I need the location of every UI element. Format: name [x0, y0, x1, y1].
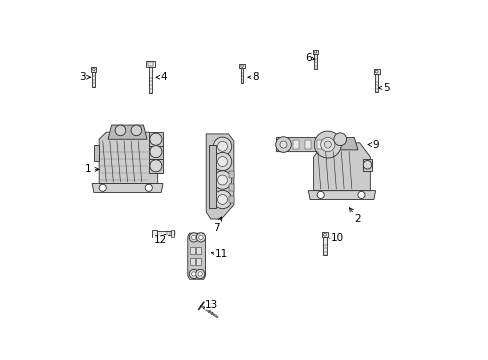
Text: 2: 2	[349, 208, 361, 224]
Circle shape	[149, 145, 162, 158]
Circle shape	[92, 68, 95, 71]
Circle shape	[279, 141, 286, 148]
Polygon shape	[187, 233, 205, 279]
Text: 5: 5	[378, 83, 389, 93]
Circle shape	[191, 235, 196, 239]
Circle shape	[189, 269, 198, 279]
Circle shape	[131, 125, 142, 136]
Polygon shape	[374, 74, 378, 92]
Text: 3: 3	[79, 72, 90, 82]
Polygon shape	[108, 125, 147, 139]
Circle shape	[198, 272, 202, 276]
Circle shape	[217, 141, 227, 151]
Circle shape	[149, 133, 162, 145]
Polygon shape	[312, 50, 317, 54]
Circle shape	[323, 233, 325, 236]
Polygon shape	[92, 72, 95, 87]
Polygon shape	[313, 54, 316, 69]
Circle shape	[217, 175, 227, 185]
Circle shape	[217, 157, 227, 167]
Text: 7: 7	[212, 217, 221, 233]
Circle shape	[363, 161, 371, 169]
Circle shape	[333, 133, 346, 145]
Polygon shape	[196, 247, 201, 255]
Circle shape	[191, 272, 196, 276]
Circle shape	[240, 65, 243, 67]
Polygon shape	[189, 247, 195, 255]
Polygon shape	[148, 145, 163, 159]
Circle shape	[213, 171, 231, 189]
Polygon shape	[292, 140, 298, 149]
Text: 12: 12	[154, 234, 167, 245]
Circle shape	[275, 137, 291, 152]
Text: 11: 11	[211, 249, 227, 260]
Polygon shape	[148, 132, 163, 146]
Polygon shape	[323, 237, 326, 255]
Polygon shape	[152, 230, 156, 237]
Polygon shape	[239, 64, 244, 68]
Polygon shape	[228, 184, 233, 191]
Circle shape	[217, 194, 227, 204]
Polygon shape	[325, 138, 357, 150]
Polygon shape	[305, 140, 310, 149]
Circle shape	[313, 51, 316, 53]
Polygon shape	[189, 258, 195, 265]
Text: 13: 13	[205, 300, 218, 310]
Circle shape	[213, 152, 231, 171]
Text: 9: 9	[367, 140, 378, 149]
Circle shape	[213, 190, 231, 209]
Circle shape	[196, 233, 205, 242]
Polygon shape	[149, 67, 152, 93]
Polygon shape	[91, 67, 96, 72]
Polygon shape	[228, 196, 233, 203]
Circle shape	[149, 160, 162, 172]
Polygon shape	[209, 145, 216, 208]
Circle shape	[357, 192, 364, 198]
Polygon shape	[363, 159, 371, 171]
Circle shape	[198, 235, 203, 239]
Polygon shape	[146, 61, 154, 67]
Text: 10: 10	[329, 234, 343, 243]
Circle shape	[189, 233, 198, 242]
Polygon shape	[373, 69, 379, 74]
Circle shape	[145, 184, 152, 192]
Circle shape	[324, 141, 331, 148]
Polygon shape	[148, 159, 163, 173]
Polygon shape	[307, 191, 375, 199]
Polygon shape	[170, 230, 174, 237]
Circle shape	[374, 70, 377, 73]
Polygon shape	[196, 258, 201, 265]
Text: 8: 8	[247, 72, 258, 82]
Text: 1: 1	[85, 165, 99, 174]
Circle shape	[320, 138, 334, 152]
Circle shape	[213, 137, 231, 156]
Polygon shape	[99, 132, 157, 184]
Polygon shape	[94, 145, 99, 161]
Text: 6: 6	[305, 53, 314, 63]
Circle shape	[99, 184, 106, 192]
Polygon shape	[92, 184, 163, 192]
Polygon shape	[313, 143, 369, 191]
Circle shape	[115, 125, 125, 136]
Circle shape	[317, 192, 324, 198]
Polygon shape	[156, 231, 174, 235]
Polygon shape	[228, 171, 233, 178]
Polygon shape	[240, 68, 243, 84]
Polygon shape	[322, 232, 327, 237]
Circle shape	[314, 131, 341, 158]
Polygon shape	[316, 140, 322, 149]
Text: 4: 4	[156, 72, 167, 82]
Polygon shape	[206, 134, 233, 219]
Circle shape	[195, 269, 204, 279]
Polygon shape	[148, 62, 153, 66]
Polygon shape	[276, 138, 336, 152]
